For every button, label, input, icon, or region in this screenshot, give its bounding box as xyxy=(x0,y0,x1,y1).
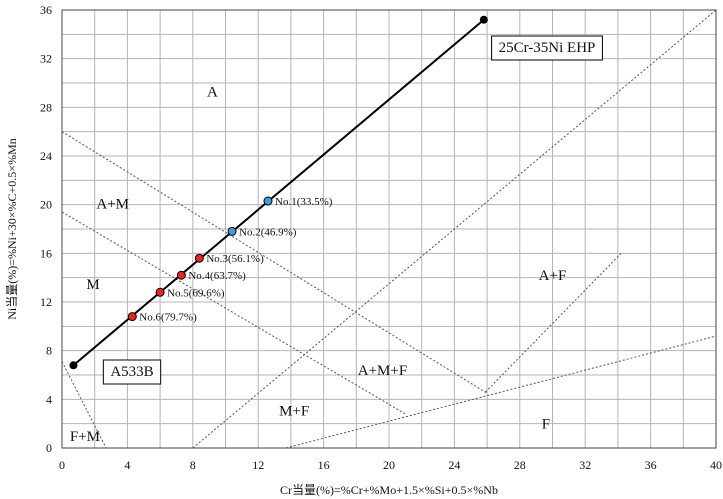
phase-boundary-line xyxy=(61,131,488,394)
endpoint-boxes: A533B 25Cr-35Ni EHP xyxy=(102,35,603,385)
y-tick-label: 4 xyxy=(46,392,52,406)
x-tick-label: 24 xyxy=(448,458,460,472)
phase-boundary-line xyxy=(485,252,622,393)
sample-point-label: No.5(69.6%) xyxy=(167,287,225,299)
region-label: A+F xyxy=(539,268,567,284)
phase-boundary-line xyxy=(192,9,717,449)
region-label: F+M xyxy=(70,429,100,445)
region-label: A xyxy=(207,85,218,101)
start-material-label-text: A533B xyxy=(110,364,153,380)
y-axis-title: Ni当量(%)=%Ni+30×%C+0.5×%Mn xyxy=(5,138,19,320)
sample-point-label: No.1(33.5%) xyxy=(275,196,333,208)
x-axis-title: Cr当量(%)=%Cr+%Mo+1.5×%Si+0.5×%Nb xyxy=(280,483,498,497)
end-material-label-box xyxy=(491,35,603,61)
start-material-label-box xyxy=(102,359,162,385)
region-label: A+M+F xyxy=(358,363,407,379)
end-material-label-text: 25Cr-35Ni EHP xyxy=(499,40,596,56)
y-tick-label: 16 xyxy=(40,246,52,260)
sample-point xyxy=(263,196,273,206)
sample-point-labels: No.1(33.5%) No.2(46.9%) No.3(56.1%) No.4(63… xyxy=(139,196,332,324)
y-tick-label: 36 xyxy=(40,3,52,17)
sample-point-label: No.2(46.9%) xyxy=(239,226,297,238)
region-label: M xyxy=(86,277,99,293)
x-tick-labels: 0 4 8 12 16 20 24 28 32 36 40 xyxy=(59,458,722,472)
sample-point-label: No.3(56.1%) xyxy=(206,253,264,265)
region-label: M+F xyxy=(279,403,309,419)
x-tick-label: 16 xyxy=(318,458,330,472)
region-label: A+M xyxy=(96,196,129,212)
y-tick-label: 28 xyxy=(40,100,52,114)
x-tick-label: 12 xyxy=(252,458,264,472)
phase-boundary-line xyxy=(61,361,107,449)
x-tick-label: 32 xyxy=(579,458,591,472)
sample-points xyxy=(127,196,273,322)
x-tick-label: 28 xyxy=(514,458,526,472)
region-labels: A A+M M A+F A+M+F M+F F+M F xyxy=(70,85,567,445)
endpoint-marker xyxy=(479,15,488,24)
x-tick-label: 8 xyxy=(190,458,196,472)
sample-point xyxy=(155,287,165,297)
y-tick-label: 24 xyxy=(40,149,52,163)
x-tick-label: 20 xyxy=(383,458,395,472)
y-tick-label: 12 xyxy=(40,295,52,309)
sample-point xyxy=(176,270,186,280)
y-tick-label: 0 xyxy=(46,441,52,455)
y-tick-label: 20 xyxy=(40,198,52,212)
y-tick-labels: 0 4 8 12 16 20 24 28 32 36 xyxy=(40,3,52,455)
sample-point xyxy=(227,226,237,236)
sample-point xyxy=(127,312,137,322)
x-tick-label: 36 xyxy=(645,458,657,472)
y-tick-label: 8 xyxy=(46,344,52,358)
sample-point-label: No.4(63.7%) xyxy=(188,270,246,282)
endpoint-marker xyxy=(69,361,78,370)
phase-boundaries xyxy=(61,9,717,449)
plot-frame xyxy=(61,9,717,449)
x-tick-label: 4 xyxy=(124,458,130,472)
grid xyxy=(62,10,716,448)
region-label: F xyxy=(542,417,550,433)
mixing-line-layer xyxy=(69,15,488,370)
x-tick-label: 0 xyxy=(59,458,65,472)
x-tick-label: 40 xyxy=(710,458,722,472)
y-tick-label: 32 xyxy=(40,52,52,66)
mixing-line xyxy=(72,18,485,367)
sample-point-label: No.6(79.7%) xyxy=(139,312,197,324)
sample-point xyxy=(194,253,204,263)
